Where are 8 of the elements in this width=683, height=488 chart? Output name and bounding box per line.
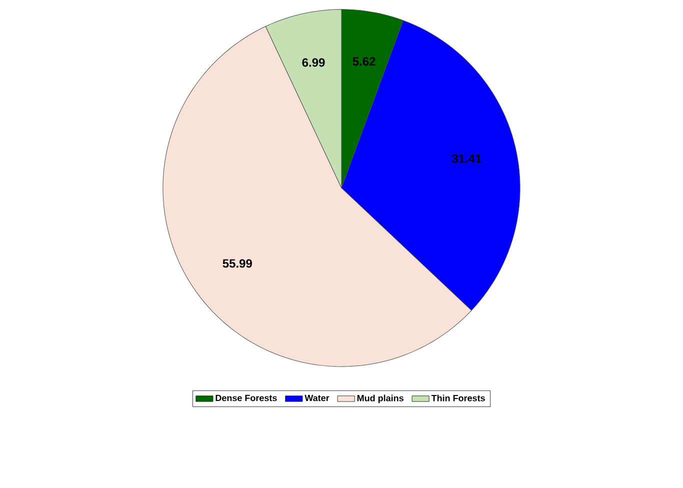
data-label: 5.62 xyxy=(352,57,376,66)
legend-label: Dense Forests xyxy=(216,394,277,402)
legend-label: Thin Forests xyxy=(431,394,485,402)
legend-label: Mud plains xyxy=(357,394,404,404)
data-label: 55.99 xyxy=(222,259,252,268)
data-label: 31.41 xyxy=(452,154,482,163)
legend-label: Water xyxy=(304,394,330,402)
data-label: 6.99 xyxy=(302,58,325,67)
